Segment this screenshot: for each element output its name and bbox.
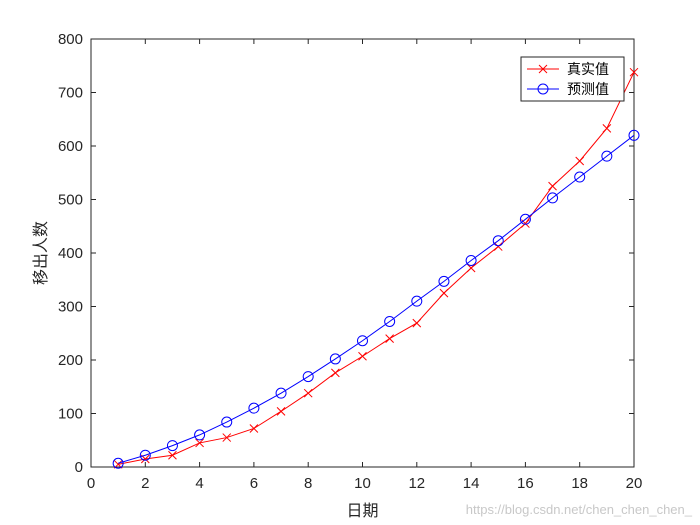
marker-stroke	[466, 263, 476, 273]
actual-data-point	[303, 388, 313, 398]
predicted-data-point	[601, 150, 613, 162]
x-tick-label: 6	[250, 475, 258, 492]
legend-marker	[537, 83, 549, 95]
actual-data-point	[168, 450, 177, 460]
marker-stroke	[222, 433, 232, 442]
marker-stroke	[303, 388, 313, 398]
predicted-data-point	[411, 295, 423, 307]
marker-stroke	[358, 351, 367, 361]
series-actual	[113, 67, 639, 469]
marker-stroke	[439, 288, 449, 298]
actual-data-point	[629, 67, 639, 77]
predicted-data-point	[302, 371, 314, 383]
actual-data-point	[412, 318, 422, 328]
marker-stroke	[548, 181, 557, 191]
x-tick-label: 14	[463, 475, 480, 492]
marker-stroke	[412, 318, 422, 328]
legend-entry: 真实值	[527, 62, 609, 78]
actual-data-point	[548, 181, 557, 191]
predicted-data-point	[357, 335, 368, 347]
legend-label: 真实值	[567, 62, 609, 78]
y-axis-title: 移出人数	[31, 221, 50, 285]
marker-stroke	[330, 368, 340, 378]
y-tick-label: 100	[58, 406, 83, 423]
predicted-data-point	[329, 353, 341, 365]
marker-stroke	[140, 454, 150, 464]
actual-data-point	[602, 123, 612, 133]
predicted-data-point	[166, 440, 178, 452]
marker-stroke	[538, 64, 548, 74]
predicted-data-point	[574, 171, 586, 183]
actual-data-point	[358, 351, 367, 361]
marker-stroke	[602, 123, 612, 133]
x-tick-label: 8	[304, 475, 312, 492]
predicted-data-point	[384, 315, 396, 327]
marker-stroke	[575, 156, 585, 166]
series-line	[118, 71, 635, 465]
x-tick-label: 20	[626, 475, 643, 492]
actual-data-point	[575, 156, 585, 166]
x-tick-label: 10	[354, 475, 371, 492]
predicted-data-point	[519, 213, 531, 225]
x-tick-label: 2	[141, 475, 149, 492]
predicted-data-point	[465, 254, 477, 266]
marker-stroke	[385, 334, 395, 343]
tick-layer: 0 2 4 6 8 10 12 14 16 18 2001002003004005006007008…	[58, 31, 642, 492]
legend-label: 预测值	[567, 82, 609, 98]
legend-box	[520, 56, 625, 102]
predicted-data-point	[492, 235, 504, 247]
actual-data-point	[330, 368, 340, 378]
y-tick-label: 500	[58, 192, 83, 209]
series-layer	[112, 67, 640, 469]
watermark-text: https://blog.csdn.net/chen_chen_chen_	[466, 502, 693, 517]
actual-data-point	[195, 438, 204, 448]
actual-data-point	[385, 334, 395, 343]
marker-stroke	[249, 424, 259, 433]
x-tick-label: 16	[517, 475, 534, 492]
marker-stroke	[493, 242, 503, 251]
y-tick-label: 800	[58, 31, 83, 48]
predicted-data-point	[275, 387, 287, 399]
predicted-data-point	[194, 429, 206, 441]
predicted-data-point	[248, 402, 260, 414]
actual-data-point	[439, 288, 449, 298]
marker-stroke	[168, 450, 177, 460]
predicted-data-point	[628, 129, 640, 141]
actual-data-point	[276, 407, 286, 416]
plot-area	[90, 38, 635, 468]
marker-stroke	[195, 438, 204, 448]
actual-data-point	[222, 433, 232, 442]
x-tick-label: 4	[195, 475, 203, 492]
marker-stroke	[276, 407, 286, 416]
predicted-data-point	[438, 275, 450, 287]
y-tick-label: 600	[58, 138, 83, 155]
marker-stroke	[629, 67, 639, 77]
y-tick-label: 300	[58, 299, 83, 316]
actual-data-point	[493, 242, 503, 251]
x-tick-label: 0	[87, 475, 95, 492]
predicted-data-point	[547, 192, 559, 204]
predicted-data-point	[139, 449, 151, 461]
legend-marker	[538, 64, 548, 74]
predicted-data-point	[221, 416, 233, 428]
x-axis-title: 日期	[346, 501, 378, 520]
y-tick-label: 400	[58, 245, 83, 262]
x-tick-label: 18	[571, 475, 588, 492]
marker-stroke	[521, 219, 530, 228]
y-tick-label: 0	[75, 459, 83, 476]
x-tick-label: 12	[408, 475, 425, 492]
plot-frame	[90, 38, 635, 468]
y-tick-label: 700	[58, 85, 83, 102]
actual-data-point	[466, 263, 476, 273]
series-predicted	[112, 129, 640, 469]
actual-data-point	[249, 424, 259, 433]
legend-entry: 预测值	[527, 82, 609, 98]
predicted-data-point	[112, 457, 124, 469]
y-tick-label: 200	[58, 352, 83, 369]
